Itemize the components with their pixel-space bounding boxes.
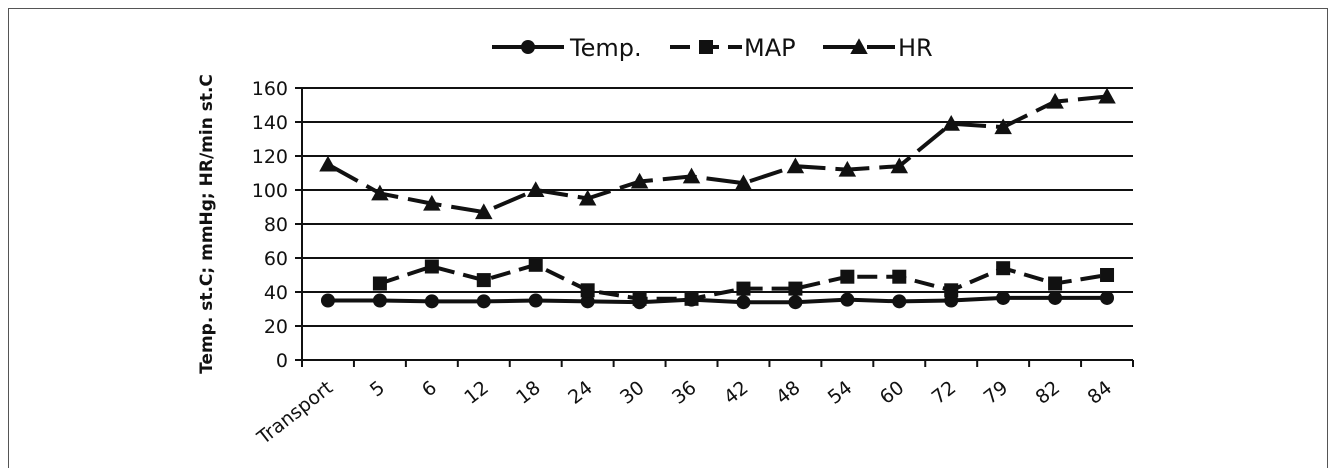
data-point-triangle [850,38,868,54]
x-tick-label: 82 [1032,377,1065,409]
data-point-square [840,269,855,284]
y-tick-label: 0 [276,350,288,372]
data-point-circle [521,40,535,54]
data-point-square [1100,268,1115,282]
data-point-triangle [786,157,805,174]
data-point-square [372,276,387,291]
data-point-triangle [371,184,389,201]
data-point-triangle [838,160,857,177]
series-map [372,257,1115,306]
x-tick-label: 54 [824,377,857,409]
legend-item: Temp. [492,34,642,62]
data-point-square [736,281,751,296]
data-point-circle [892,294,907,309]
x-tick-label: 24 [564,377,597,409]
data-point-triangle [734,174,753,191]
x-tick-label: 72 [928,377,961,409]
data-point-circle [424,294,439,309]
data-point-circle [372,293,387,308]
axes [295,87,1134,367]
data-point-square [699,40,713,54]
data-point-square [580,283,595,298]
legend-label: Temp. [569,34,642,62]
legend: Temp. MAP HR [492,34,933,62]
x-tick-label: 18 [512,377,545,409]
legend-item: HR [823,34,933,62]
data-point-square [632,291,647,306]
legend-label: MAP [744,34,796,62]
data-point-triangle [942,114,960,131]
data-point-square [788,281,803,296]
data-point-triangle [682,167,701,184]
y-tick-label: 100 [252,180,288,202]
x-tick-label: 79 [980,377,1013,409]
data-point-triangle [630,172,649,189]
y-tick-label: 40 [264,282,288,304]
x-tick-labels: Transport 5 6 12 18 24 30 36 42 48 54 60 72 79 82 84 [252,377,1116,450]
x-tick-label: 84 [1084,377,1117,409]
x-tick-label: 5 [366,377,389,402]
legend-item: MAP [670,34,796,62]
y-axis-label: Temp. st.C; mmHg; HR/min st.C [197,74,217,374]
x-tick-label: 36 [668,377,701,409]
data-point-triangle [1098,87,1116,104]
legend-label: HR [898,34,933,62]
y-tick-label: 80 [264,214,288,236]
x-tick-label: 42 [720,377,753,409]
series-hr [319,87,1116,220]
x-tick-label: 48 [772,377,805,409]
y-tick-label: 20 [264,316,288,338]
x-tick-label: 30 [616,377,649,409]
y-tick-label: 120 [252,146,288,168]
data-point-triangle [578,189,597,206]
data-point-circle [996,290,1011,305]
data-point-triangle [526,181,545,197]
data-point-circle [1100,290,1115,305]
data-point-triangle [423,194,441,211]
series-line [327,94,1108,215]
data-point-triangle [319,155,337,172]
y-tick-label: 160 [252,78,288,100]
data-point-square [528,257,543,272]
x-tick-label: 60 [876,377,909,409]
data-point-circle [736,295,751,310]
x-tick-label: 6 [418,377,441,402]
data-point-square [476,273,491,288]
data-point-circle [840,292,855,307]
data-point-triangle [475,203,493,220]
data-point-circle [1048,290,1063,305]
series-group [319,87,1116,310]
y-tick-label: 60 [264,248,288,270]
data-point-square [684,291,699,306]
data-point-square [996,261,1011,276]
data-point-square [424,259,439,274]
data-point-square [1048,276,1063,291]
x-tick-label: Transport [252,377,337,450]
data-point-square [944,283,959,298]
data-point-square [892,269,907,284]
data-point-triangle [1046,92,1064,109]
data-point-circle [580,294,595,309]
data-point-triangle [994,118,1012,135]
data-point-triangle [890,157,909,174]
data-point-circle [320,293,335,308]
series-line [328,295,1107,305]
data-point-circle [476,294,491,309]
series-temp [320,290,1115,310]
x-tick-label: 12 [460,377,493,409]
chart-frame [8,8,1328,468]
y-tick-labels: 0 20 40 60 80 100 120 140 160 [252,78,288,372]
data-point-circle [528,293,543,308]
y-tick-label: 140 [252,112,288,134]
data-point-circle [788,295,803,310]
